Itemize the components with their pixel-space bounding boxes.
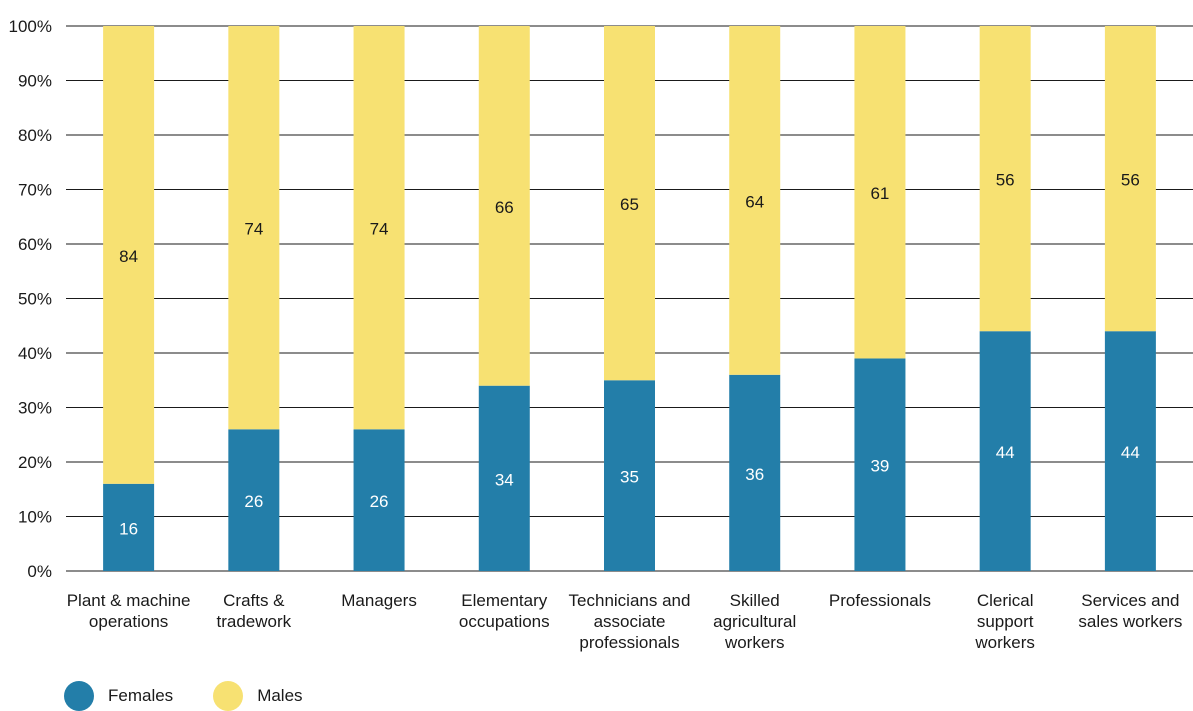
x-tick-label: Crafts & tradework [217, 591, 292, 631]
x-tick-label: Services and sales workers [1078, 591, 1182, 631]
legend-label-males: Males [257, 686, 303, 705]
y-tick-label: 70% [18, 181, 52, 200]
x-tick-label: Skilled agricultural workers [713, 591, 796, 652]
y-tick-label: 40% [18, 344, 52, 363]
bar-females [604, 380, 655, 571]
bar-males [979, 26, 1031, 332]
bar-females [478, 385, 530, 571]
data-label-males: 74 [244, 220, 263, 239]
data-label-males: 56 [996, 171, 1015, 190]
bar-males [1104, 26, 1156, 332]
data-label-females: 34 [495, 470, 514, 489]
y-tick-label: 10% [18, 508, 52, 527]
bar-males [729, 26, 781, 375]
y-tick-label: 50% [18, 290, 52, 309]
bar-males [228, 26, 280, 430]
data-label-females: 16 [119, 519, 138, 538]
bar-females [729, 374, 781, 571]
data-label-males: 84 [119, 247, 138, 266]
y-tick-label: 60% [18, 235, 52, 254]
bar-males [604, 26, 655, 381]
x-tick-label: Professionals [829, 591, 931, 610]
data-label-females: 26 [370, 492, 389, 511]
y-tick-label: 90% [18, 72, 52, 91]
bar-females [228, 429, 280, 571]
bar-females [854, 358, 906, 571]
legend-swatch-females [64, 681, 94, 711]
x-tick-label: Plant & machine operations [67, 591, 191, 631]
y-tick-label: 30% [18, 399, 52, 418]
bar-females [103, 483, 155, 571]
legend-label-females: Females [108, 686, 174, 705]
y-tick-label: 100% [9, 17, 52, 36]
legend-item-males: Males [213, 681, 303, 711]
legend: Females Males [64, 681, 343, 711]
x-tick-label: Clerical support workers [974, 591, 1035, 652]
y-tick-label: 80% [18, 126, 52, 145]
bar-females [979, 331, 1031, 571]
stacked-bar-chart: 0% 10% 20% 30% 40% 50% 60% 70% 80% 90% 100% 16 84 Pla… [9, 17, 1193, 652]
x-tick-label: Elementary occupations [459, 591, 550, 631]
data-label-females: 39 [870, 457, 889, 476]
x-tick-label: Technicians and associate professionals [569, 591, 691, 652]
legend-swatch-males [213, 681, 244, 711]
legend-item-females: Females [64, 681, 173, 711]
bar-males [854, 26, 906, 359]
data-label-females: 35 [620, 468, 639, 487]
data-label-females: 36 [745, 465, 764, 484]
y-tick-label: 0% [27, 562, 52, 581]
data-label-males: 61 [870, 184, 889, 203]
data-label-males: 56 [1121, 171, 1140, 190]
data-label-males: 65 [620, 195, 639, 214]
bar-males [478, 26, 530, 386]
bar-females [1104, 331, 1156, 571]
bar-males [103, 26, 155, 484]
bar-males [353, 26, 405, 430]
data-label-males: 74 [370, 220, 389, 239]
data-label-females: 44 [996, 443, 1015, 462]
x-tick-label: Managers [341, 591, 417, 610]
data-label-females: 44 [1121, 443, 1140, 462]
data-label-males: 64 [745, 192, 764, 211]
bar-females [353, 429, 405, 571]
y-tick-label: 20% [18, 453, 52, 472]
data-label-males: 66 [495, 198, 514, 217]
data-label-females: 26 [244, 492, 263, 511]
